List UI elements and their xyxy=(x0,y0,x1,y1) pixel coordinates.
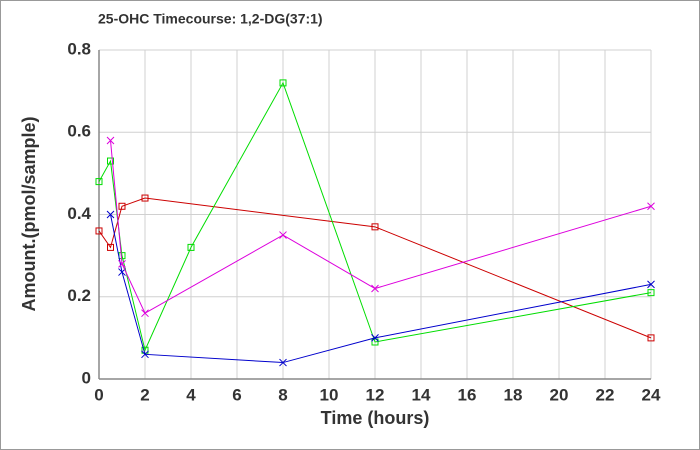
marker xyxy=(118,202,126,210)
y-axis-label: Amount.(pmol/sample) xyxy=(19,116,39,311)
x-tick-label: 14 xyxy=(412,385,431,404)
marker xyxy=(141,194,149,202)
x-tick-label: 12 xyxy=(366,385,385,404)
marker xyxy=(95,227,103,235)
marker xyxy=(118,259,126,268)
x-tick-label: 16 xyxy=(458,385,477,404)
series-line xyxy=(110,140,652,314)
y-tick-label: 0.8 xyxy=(67,39,91,58)
marker xyxy=(371,338,379,346)
x-tick-label: 20 xyxy=(550,385,569,404)
marker xyxy=(647,280,655,289)
x-tick-label: 22 xyxy=(596,385,615,404)
marker xyxy=(187,243,195,251)
marker xyxy=(647,289,655,297)
marker xyxy=(141,309,149,318)
marker xyxy=(371,223,379,231)
marker xyxy=(279,358,287,367)
x-tick-label: 4 xyxy=(186,385,196,404)
marker xyxy=(279,79,287,87)
x-axis-label: Time (hours) xyxy=(321,408,430,428)
y-tick-label: 0.6 xyxy=(67,122,91,141)
y-tick-label: 0 xyxy=(82,368,91,387)
marker xyxy=(106,210,115,219)
series-line xyxy=(98,81,652,352)
marker xyxy=(279,231,287,239)
marker xyxy=(107,243,114,251)
marker xyxy=(371,284,379,293)
marker xyxy=(141,350,149,359)
x-tick-label: 6 xyxy=(232,385,241,404)
marker xyxy=(371,334,379,342)
y-tick-label: 0.2 xyxy=(67,286,91,305)
x-tick-label: 18 xyxy=(504,385,523,404)
marker xyxy=(647,334,655,342)
x-tick-label: 24 xyxy=(642,385,661,404)
x-tick-label: 2 xyxy=(140,385,149,404)
y-tick-label: 0.4 xyxy=(67,204,91,223)
marker xyxy=(107,157,114,165)
marker xyxy=(106,136,115,145)
chart-title: 25-OHC Timecourse: 1,2-DG(37:1) xyxy=(98,11,323,27)
x-tick-label: 10 xyxy=(320,385,339,404)
marker xyxy=(95,178,103,186)
marker xyxy=(647,202,655,211)
x-tick-label: 0 xyxy=(94,385,103,404)
x-tick-label: 8 xyxy=(278,385,287,404)
